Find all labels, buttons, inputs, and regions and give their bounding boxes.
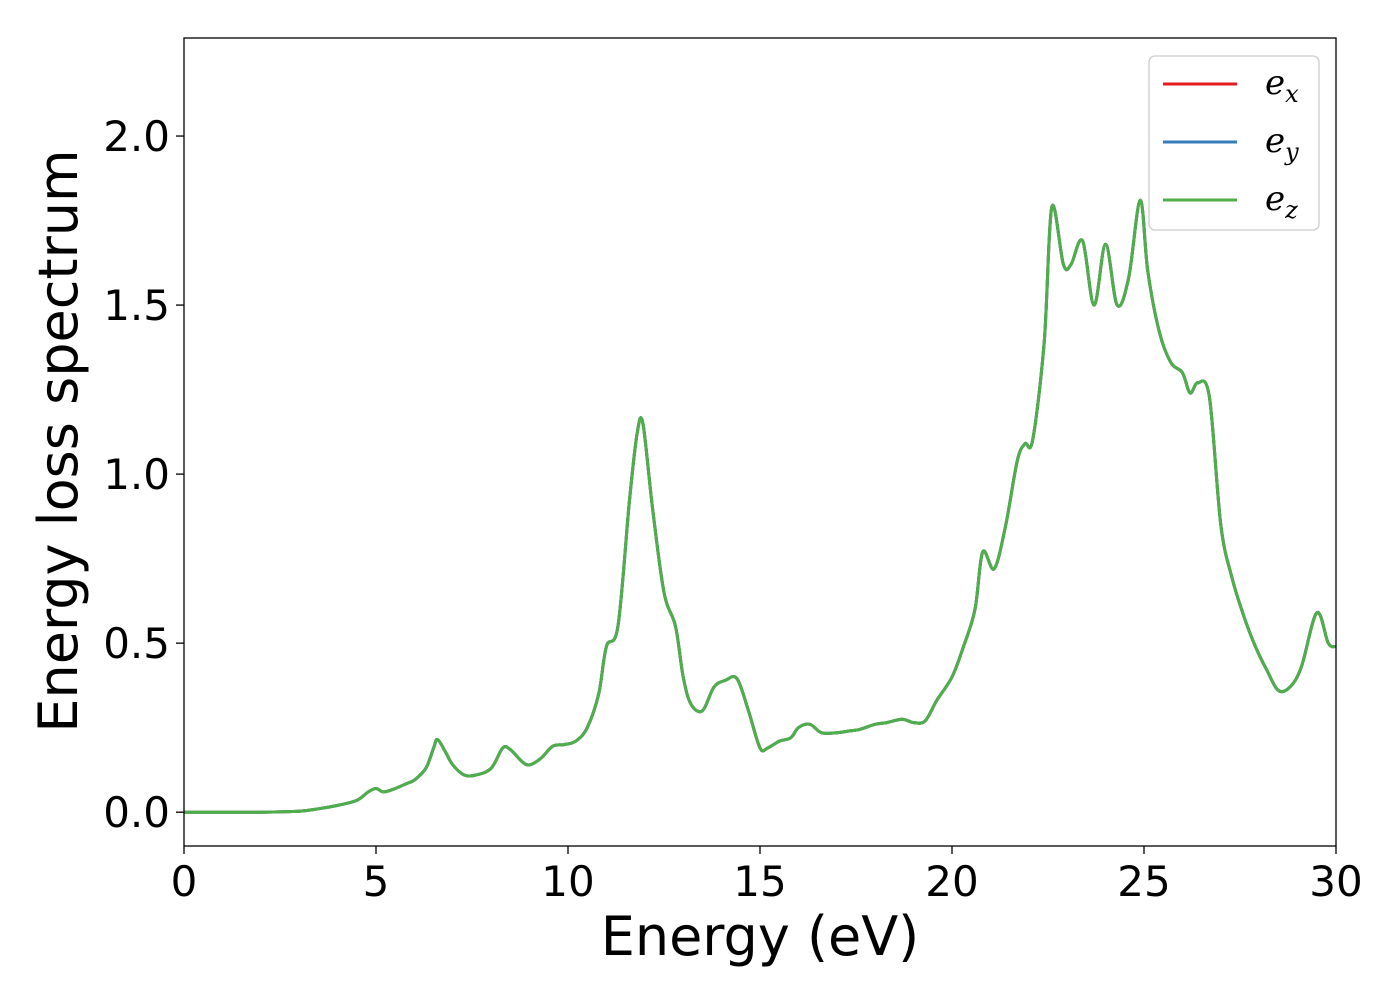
x-tick-label: 20 [925,857,978,906]
x-tick-label: 30 [1309,857,1362,906]
legend-entry-ey: ey [1163,121,1299,166]
y-tick-label: 0.0 [103,788,170,837]
y-tick-label: 1.0 [103,450,170,499]
series-line-e-x [184,198,1336,814]
y-axis-label: Energy loss spectrum [27,149,90,732]
legend-label: ez [1265,179,1298,224]
legend-entry-ez: ez [1163,179,1298,224]
legend-label: ex [1265,63,1299,108]
y-tick-label: 0.5 [103,619,170,668]
x-tick-label: 10 [541,857,594,906]
x-axis-label: Energy (eV) [601,905,920,968]
y-tick-label: 1.5 [103,281,170,330]
x-tick-label: 15 [733,857,786,906]
y-tick-label: 2.0 [103,112,170,161]
legend-entry-ex: ex [1163,63,1299,108]
x-tick-label: 0 [171,857,198,906]
series-layer [184,198,1336,814]
series-line-e-z [184,198,1336,814]
series-line-e-y [184,198,1336,814]
y-axis: 0.0 0.5 1.0 1.5 2.0 [103,112,184,837]
x-tick-label: 25 [1117,857,1170,906]
x-axis: 0 5 10 15 20 25 30 [171,846,1363,906]
legend-label: ey [1265,121,1299,166]
legend: ex ey ez [1148,55,1320,231]
x-tick-label: 5 [363,857,390,906]
